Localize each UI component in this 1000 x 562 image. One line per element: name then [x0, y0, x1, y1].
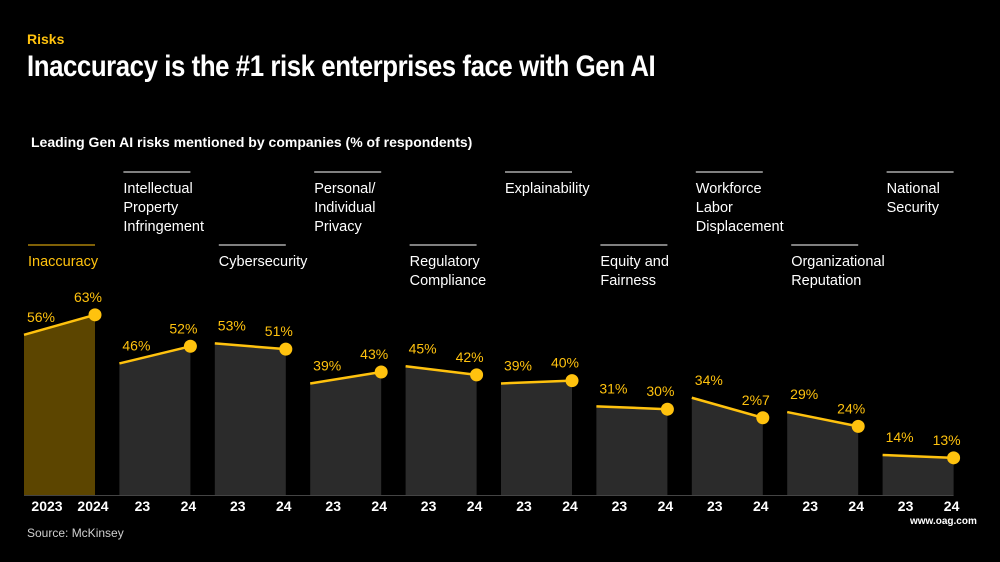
trend-line-organizational-reputation	[786, 410, 859, 428]
point-2024-regulatory-compliance	[470, 368, 484, 382]
trend-line-equity-and-fairness	[596, 405, 668, 411]
x-tick-explainability-1: 24	[562, 498, 578, 514]
value-label-2023-explainability: 39%	[504, 357, 532, 373]
category-label-intellectual-property-infringement-0: Intellectual	[123, 181, 192, 197]
value-label-2023-intellectual-property-infringement: 46%	[122, 337, 150, 353]
x-tick-national-security-1: 24	[944, 498, 960, 514]
area-personal-individual-privacy	[310, 372, 382, 495]
area-organizational-reputation	[787, 412, 859, 495]
area-inaccuracy	[24, 314, 95, 495]
value-label-2024-workforce-labor-displacement: 2%7	[742, 392, 770, 408]
value-label-2024-national-security: 13%	[933, 432, 961, 448]
source-note: Source: McKinsey	[27, 526, 124, 540]
value-label-2024-organizational-reputation: 24%	[837, 400, 865, 416]
value-label-2023-inaccuracy: 56%	[27, 309, 55, 325]
point-2024-cybersecurity	[279, 342, 293, 356]
x-tick-equity-and-fairness-1: 24	[658, 498, 674, 514]
category-label-organizational-reputation-0: Organizational	[791, 254, 885, 270]
page-title: Inaccuracy is the #1 risk enterprises fa…	[27, 50, 656, 83]
trend-line-explainability	[500, 379, 573, 385]
value-label-2024-equity-and-fairness: 30%	[646, 383, 674, 399]
area-national-security	[882, 454, 954, 495]
value-label-2023-organizational-reputation: 29%	[790, 386, 818, 402]
category-label-workforce-labor-displacement-0: Workforce	[696, 181, 762, 197]
category-label-organizational-reputation-1: Reputation	[791, 273, 861, 289]
category-label-national-security-1: Security	[887, 200, 940, 216]
trend-line-inaccuracy	[23, 313, 96, 337]
point-2024-organizational-reputation	[851, 419, 865, 433]
x-tick-cybersecurity-0: 23	[230, 498, 246, 514]
x-tick-organizational-reputation-1: 24	[848, 498, 864, 514]
category-label-personal-individual-privacy-0: Personal/	[314, 181, 376, 197]
x-tick-personal-individual-privacy-1: 24	[371, 498, 387, 514]
value-label-2023-personal-individual-privacy: 39%	[313, 357, 341, 373]
area-intellectual-property-infringement	[119, 346, 191, 495]
value-label-2024-personal-individual-privacy: 43%	[360, 346, 388, 362]
point-2024-intellectual-property-infringement	[183, 339, 197, 353]
category-label-equity-and-fairness-1: Fairness	[600, 273, 656, 289]
x-tick-intellectual-property-infringement-0: 23	[135, 498, 151, 514]
category-label-personal-individual-privacy-2: Privacy	[314, 219, 362, 235]
trend-line-personal-individual-privacy	[310, 370, 382, 385]
x-tick-inaccuracy-1: 2024	[77, 498, 108, 514]
category-label-intellectual-property-infringement-2: Infringement	[123, 219, 204, 235]
x-tick-regulatory-compliance-1: 24	[467, 498, 483, 514]
trend-line-intellectual-property-infringement	[119, 345, 191, 365]
x-tick-explainability-0: 23	[516, 498, 532, 514]
value-label-2023-equity-and-fairness: 31%	[599, 380, 627, 396]
area-explainability	[501, 380, 572, 495]
trend-line-national-security	[882, 453, 954, 460]
x-tick-personal-individual-privacy-0: 23	[325, 498, 341, 514]
x-tick-national-security-0: 23	[898, 498, 914, 514]
category-label-intellectual-property-infringement-1: Property	[123, 200, 179, 216]
value-label-2024-regulatory-compliance: 42%	[456, 349, 484, 365]
x-tick-equity-and-fairness-0: 23	[612, 498, 628, 514]
value-label-2023-workforce-labor-displacement: 34%	[695, 372, 723, 388]
area-regulatory-compliance	[405, 366, 477, 495]
x-tick-organizational-reputation-0: 23	[802, 498, 818, 514]
trend-line-workforce-labor-displacement	[691, 396, 764, 419]
trend-line-cybersecurity	[214, 342, 286, 351]
trend-line-regulatory-compliance	[405, 365, 477, 377]
x-tick-intellectual-property-infringement-1: 24	[181, 498, 197, 514]
x-tick-workforce-labor-displacement-0: 23	[707, 498, 723, 514]
value-label-2023-national-security: 14%	[886, 429, 914, 445]
chart-title: Leading Gen AI risks mentioned by compan…	[31, 134, 473, 150]
point-2024-national-security	[947, 451, 961, 465]
category-label-national-security-0: National	[887, 181, 940, 197]
area-equity-and-fairness	[596, 406, 668, 495]
x-tick-inaccuracy-0: 2023	[31, 498, 62, 514]
point-2024-inaccuracy	[88, 308, 102, 322]
value-label-2024-intellectual-property-infringement: 52%	[169, 320, 197, 336]
x-tick-cybersecurity-1: 24	[276, 498, 292, 514]
category-label-regulatory-compliance-0: Regulatory	[410, 254, 481, 270]
value-label-2023-regulatory-compliance: 45%	[409, 340, 437, 356]
category-label-personal-individual-privacy-1: Individual	[314, 200, 375, 216]
value-label-2023-cybersecurity: 53%	[218, 317, 246, 333]
category-label-workforce-labor-displacement-1: Labor	[696, 200, 733, 216]
eyebrow-label: Risks	[27, 31, 65, 47]
area-workforce-labor-displacement	[691, 397, 763, 495]
category-label-workforce-labor-displacement-2: Displacement	[696, 219, 784, 235]
area-cybersecurity	[214, 343, 286, 495]
point-2024-workforce-labor-displacement	[756, 411, 770, 425]
point-2024-equity-and-fairness	[660, 402, 674, 416]
value-label-2024-cybersecurity: 51%	[265, 323, 293, 339]
x-tick-regulatory-compliance-0: 23	[421, 498, 437, 514]
point-2024-personal-individual-privacy	[374, 365, 388, 379]
category-label-cybersecurity-0: Cybersecurity	[219, 254, 308, 270]
category-label-inaccuracy-0: Inaccuracy	[28, 254, 99, 270]
category-label-explainability-0: Explainability	[505, 181, 590, 197]
category-label-equity-and-fairness-0: Equity and	[600, 254, 669, 270]
value-label-2024-inaccuracy: 63%	[74, 289, 102, 305]
point-2024-explainability	[565, 374, 579, 388]
website-label: www.oag.com	[910, 516, 977, 527]
value-label-2024-explainability: 40%	[551, 355, 579, 371]
category-label-regulatory-compliance-1: Compliance	[410, 273, 487, 289]
x-tick-workforce-labor-displacement-1: 24	[753, 498, 769, 514]
